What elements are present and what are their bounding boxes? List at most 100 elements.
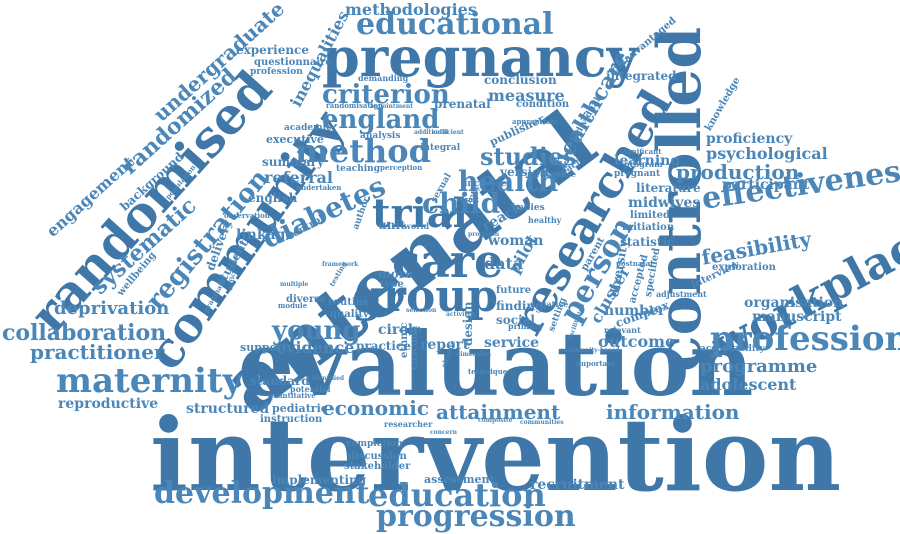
word-progression: progression — [376, 499, 576, 534]
word-exploration: exploration — [712, 262, 776, 273]
word-integral: integral — [420, 143, 461, 153]
word-referral: referral — [264, 168, 333, 187]
word-pregnancy: pregnancy — [322, 25, 639, 89]
word-standard: standard — [250, 374, 310, 388]
word-woman: woman — [488, 233, 544, 249]
word-learning: learning — [614, 153, 681, 169]
word-analysis: analysis — [360, 131, 401, 141]
word-identified: identified — [312, 375, 345, 382]
word-proficiency: proficiency — [706, 131, 793, 147]
word-young: young — [272, 316, 361, 346]
word-social: social — [496, 313, 535, 327]
word-babies: babies — [512, 203, 545, 213]
word-type: type — [380, 279, 404, 290]
word-quality: quality — [330, 309, 369, 320]
word-randomisation: randomisation — [326, 101, 384, 110]
word-activity: activity — [446, 311, 471, 318]
word-diverse: diverse — [286, 294, 327, 305]
word-program: program — [624, 159, 663, 169]
word-finding: finding — [496, 299, 544, 313]
word-unit: unit — [378, 218, 406, 232]
word-production: production — [676, 160, 800, 184]
word-report: report — [420, 337, 470, 353]
word-deprivation: deprivation — [54, 298, 170, 319]
word-trial: trial — [372, 190, 468, 237]
word-response: response — [536, 169, 577, 179]
word-framework: framework — [322, 261, 359, 268]
word-composite: composite — [478, 417, 513, 424]
word-structured: structured — [186, 401, 270, 417]
word-condition: condition — [516, 99, 570, 110]
word-significant: significant — [620, 147, 662, 156]
word-service: service — [484, 335, 540, 351]
word-potential: potential — [290, 384, 331, 394]
word-psychological: psychological — [706, 144, 828, 163]
word-evidence: evidence — [276, 338, 355, 357]
word-postnatal: postnatal — [616, 259, 653, 268]
word-literature: literature — [636, 181, 701, 195]
word-result: result — [456, 195, 480, 204]
word-information: information — [606, 400, 740, 424]
word-concern: concern — [430, 429, 458, 436]
word-number: number — [604, 303, 666, 319]
word-development: development — [154, 476, 370, 511]
word-multiple: multiple — [280, 281, 309, 288]
word-primary: primary — [508, 321, 544, 331]
word-instruction: instruction — [260, 414, 323, 425]
word-teaching: teaching — [336, 164, 380, 174]
word-england: england — [322, 105, 440, 135]
word-educational: educational — [356, 7, 554, 42]
word-appointment: appointment — [370, 103, 413, 110]
word-design: design — [461, 301, 475, 346]
word-criterion: criterion — [322, 80, 450, 110]
word-organisation: organisation — [744, 295, 844, 311]
word-pediatric: pediatric — [272, 402, 328, 415]
word-studies: studies — [480, 142, 577, 171]
word-support: support — [240, 341, 288, 354]
word-routine: routine — [328, 297, 370, 308]
word-undertaken: undertaken — [296, 183, 342, 192]
word-sufficient: sufficient — [432, 129, 464, 136]
word-care: care — [392, 234, 504, 288]
word-group: group — [352, 271, 499, 322]
word-child: child — [422, 187, 501, 220]
word-methodologies: methodologies — [345, 0, 477, 19]
word-additional: additional — [414, 129, 449, 136]
word-adjustment: adjustment — [656, 289, 707, 299]
word-appropriate: appropriate — [512, 117, 559, 126]
word-assessment: assessment — [424, 473, 495, 486]
word-implementing: implementing — [272, 473, 367, 487]
word-recruitment: recruitment — [530, 477, 625, 493]
word-observation: observation — [224, 211, 270, 220]
word-education: education — [368, 476, 546, 514]
word-attainment: attainment — [436, 400, 561, 424]
word-collaboration: collaboration — [2, 320, 167, 346]
word-linkage: linkage — [236, 227, 295, 243]
word-economic: economic — [322, 396, 430, 420]
word-practice: practice — [356, 339, 411, 353]
word-world: world — [404, 221, 430, 231]
word-measure: measure — [488, 86, 565, 105]
word-communities: communities — [520, 419, 564, 426]
word-practitioner: practitioner — [30, 340, 165, 364]
word-evaluation: evaluation — [238, 312, 754, 416]
word-stakeholder: stakeholder — [344, 461, 411, 472]
word-participant: participant — [722, 177, 810, 193]
word-version: version — [500, 165, 549, 179]
word-limited: limited — [630, 210, 670, 221]
word-future: future — [496, 285, 532, 296]
word-professional: professional — [710, 319, 900, 359]
word-circle: circle — [378, 322, 422, 338]
word-quantitative: quantitative — [268, 391, 316, 400]
word-maternity: maternity — [56, 361, 243, 401]
word-statistic: statistic — [620, 235, 675, 249]
word-demanding: demanding — [358, 73, 409, 83]
word-prenatal: prenatal — [434, 97, 491, 111]
word-dimension: dimension — [456, 351, 492, 358]
word-method: method — [295, 132, 431, 170]
word-english: english — [248, 191, 298, 205]
word-completion: completion — [346, 439, 403, 449]
word-adolescent: adolescent — [700, 375, 797, 394]
word-programme: programme — [700, 356, 818, 377]
